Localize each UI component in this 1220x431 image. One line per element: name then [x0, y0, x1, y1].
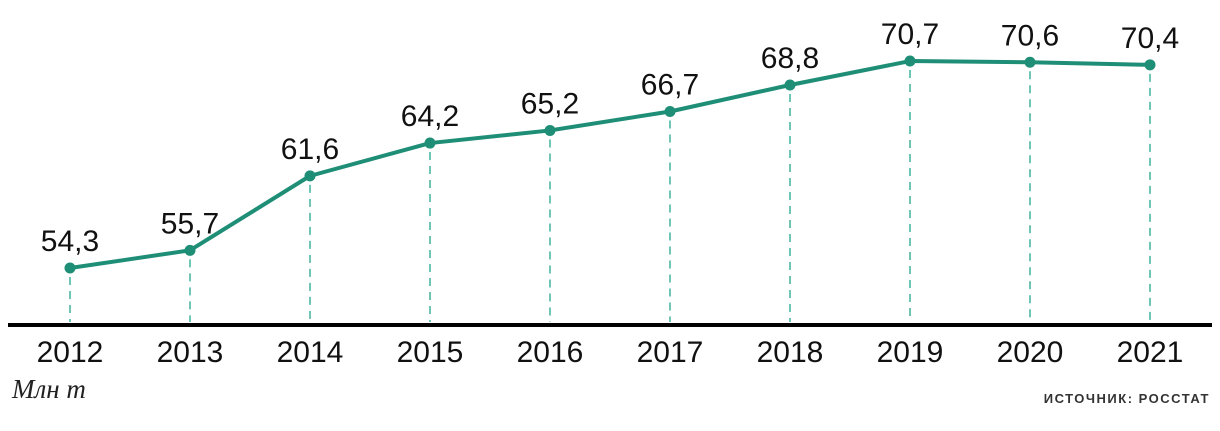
axis-year-label: 2020 — [997, 336, 1064, 369]
data-point — [64, 262, 76, 274]
value-label: 66,7 — [641, 69, 699, 102]
data-point — [1144, 59, 1156, 71]
drop-lines-group — [69, 70, 1151, 322]
unit-label: Млн т — [11, 374, 86, 404]
data-point — [1024, 56, 1036, 68]
axis-year-label: 2019 — [877, 336, 944, 369]
data-point — [784, 79, 796, 91]
data-point — [184, 244, 196, 256]
value-label: 61,6 — [281, 133, 339, 166]
series-line — [68, 59, 1152, 270]
data-point — [664, 106, 676, 118]
value-label: 64,2 — [401, 100, 459, 133]
value-label: 54,3 — [41, 225, 99, 258]
year-labels-group: 2012 2013 2014 2015 2016 2017 2018 2019 2020 2021 — [37, 336, 1184, 369]
axis-year-label: 2017 — [637, 336, 704, 369]
axis-year-label: 2014 — [277, 336, 344, 369]
data-point — [424, 137, 436, 149]
axis-year-label: 2012 — [37, 336, 104, 369]
axis-year-label: 2015 — [397, 336, 464, 369]
data-point — [304, 170, 316, 182]
points-group — [64, 55, 1156, 274]
axis-year-label: 2013 — [157, 336, 224, 369]
source-label: ИСТОЧНИК: РОССТАТ — [1044, 391, 1210, 406]
data-point — [904, 55, 916, 67]
axis-year-label: 2016 — [517, 336, 584, 369]
value-label: 70,4 — [1121, 22, 1179, 55]
value-label: 65,2 — [521, 87, 579, 120]
data-point — [544, 124, 556, 136]
value-label: 70,7 — [881, 18, 939, 51]
value-label: 68,8 — [761, 42, 819, 75]
axis-year-label: 2018 — [757, 336, 824, 369]
value-label: 55,7 — [161, 207, 219, 240]
value-labels-group: 54,3 55,7 61,6 64,2 65,2 66,7 68,8 70,7 70,6 70,4 — [41, 18, 1179, 258]
axis-year-label: 2021 — [1117, 336, 1184, 369]
value-label: 70,6 — [1001, 19, 1059, 52]
